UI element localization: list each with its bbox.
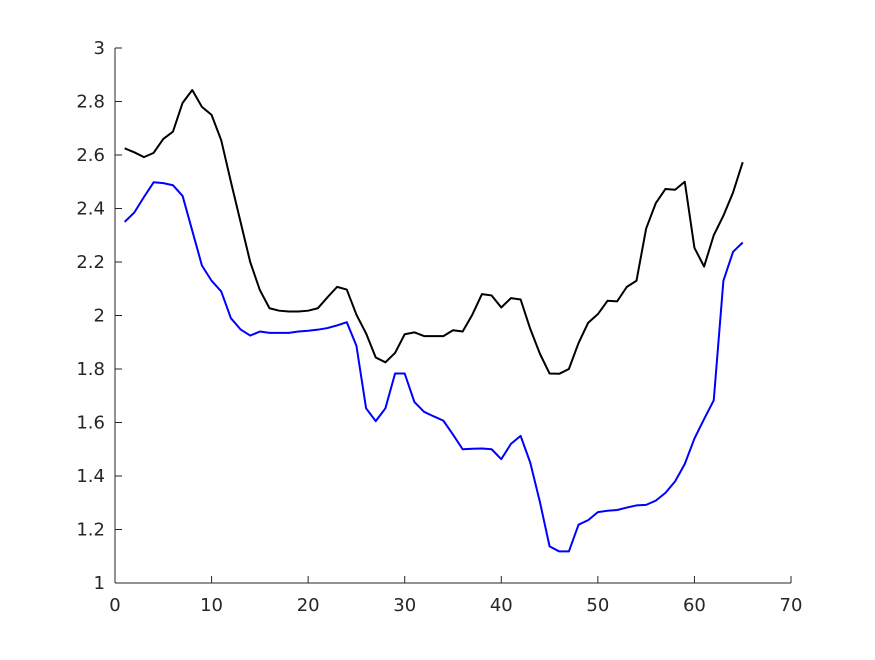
series-lines	[123, 89, 744, 553]
y-tick-label: 1.8	[76, 359, 105, 380]
y-tick-label: 1.6	[76, 413, 105, 434]
y-tick-label: 2.4	[76, 199, 105, 220]
y-tick-label: 2	[94, 306, 105, 327]
x-tick-label: 60	[683, 595, 706, 616]
x-tick-label: 30	[393, 595, 416, 616]
axes	[114, 47, 792, 584]
tick-labels: 0 10 20 30 40 50 60 70 1 1.2 1.4 1.6 1.8 2 2.2 2.4 2.6 2.…	[76, 38, 802, 616]
y-tick-label: 1.2	[76, 520, 105, 541]
y-tick-label: 1	[94, 573, 105, 594]
y-tick-label: 2.6	[76, 145, 105, 166]
x-tick-label: 70	[780, 595, 803, 616]
y-tick-label: 2.2	[76, 252, 105, 273]
y-tick-label: 1.4	[76, 466, 105, 487]
x-tick-label: 20	[297, 595, 320, 616]
x-tick-label: 10	[200, 595, 223, 616]
series-line-2	[123, 181, 744, 553]
series-line-1	[124, 89, 744, 375]
y-tick-label: 3	[94, 38, 105, 59]
x-tick-label: 40	[490, 595, 513, 616]
y-tick-label: 2.8	[76, 92, 105, 113]
x-tick-label: 0	[109, 595, 120, 616]
x-tick-label: 50	[586, 595, 609, 616]
